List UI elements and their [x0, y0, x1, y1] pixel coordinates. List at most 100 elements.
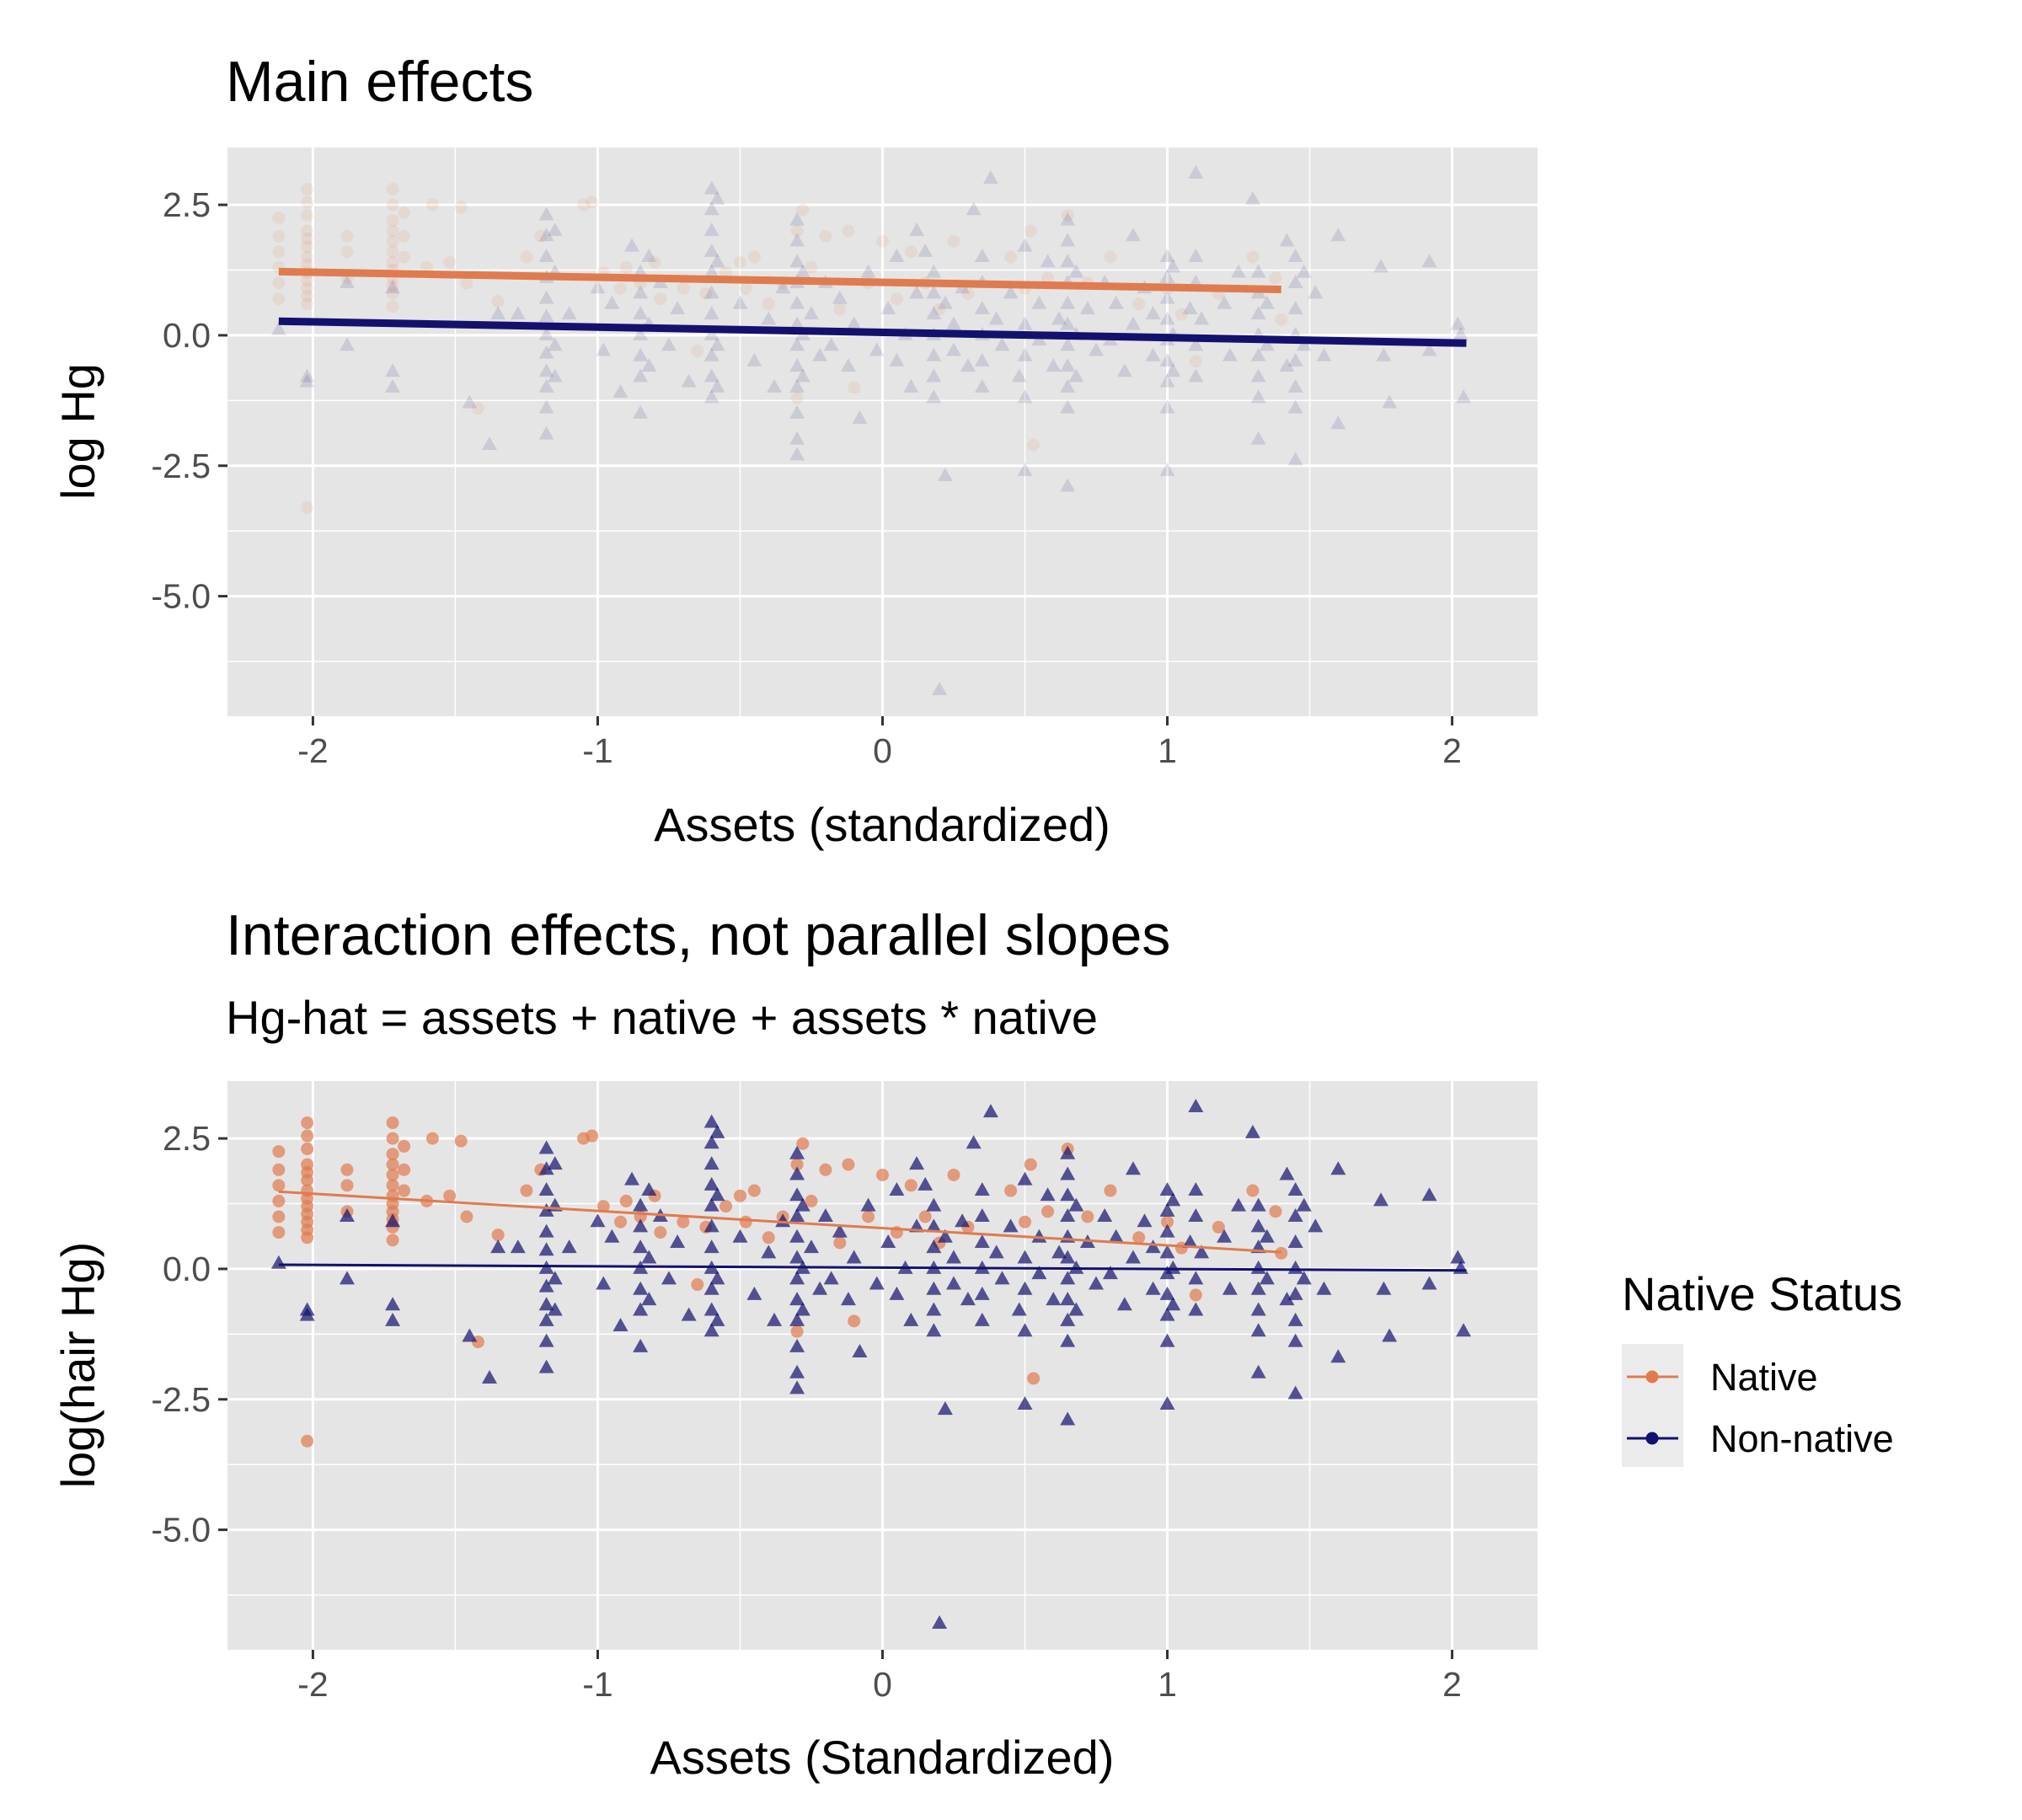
non-native-point	[538, 326, 554, 340]
non-native-point	[1097, 1208, 1113, 1223]
non-native-point	[1421, 254, 1437, 268]
legend: Native Status Native Non-native	[1622, 1267, 1902, 1467]
non-native-point	[385, 1213, 401, 1228]
native-point	[691, 1278, 704, 1292]
non-native-point	[1060, 1312, 1076, 1326]
native-point	[386, 224, 399, 238]
native-point	[805, 1194, 818, 1207]
non-native-point	[703, 326, 719, 340]
native-point	[386, 279, 399, 292]
non-native-point	[761, 311, 777, 325]
non-native-point	[926, 264, 942, 278]
panel-title: Main effects	[226, 50, 533, 114]
non-native-point	[974, 1208, 990, 1223]
non-native-point	[789, 358, 805, 372]
legend-key-background	[1622, 1344, 1683, 1467]
native-point	[876, 1168, 889, 1181]
non-native-point	[703, 389, 719, 404]
non-native-point	[1296, 1271, 1312, 1285]
native-point	[1041, 1205, 1055, 1218]
non-native-point	[538, 426, 554, 440]
non-native-point	[1287, 399, 1303, 414]
non-native-point	[596, 342, 612, 356]
non-native-point	[767, 1312, 783, 1326]
non-native-point	[860, 1197, 876, 1212]
non-native-point	[590, 1213, 606, 1228]
non-native-point	[703, 1156, 719, 1170]
non-native-point	[1244, 1124, 1260, 1138]
non-native-point	[789, 295, 805, 309]
native-point	[691, 345, 704, 358]
non-native-point	[633, 1239, 649, 1254]
non-native-point	[299, 373, 315, 388]
non-native-point	[270, 321, 286, 335]
non-native-point	[1159, 1182, 1175, 1196]
x-tick-label: -2	[297, 1665, 328, 1704]
non-native-point	[703, 368, 719, 383]
non-native-point	[840, 1292, 856, 1306]
native-point	[425, 198, 439, 211]
non-native-point	[794, 1197, 810, 1212]
non-native-point	[641, 358, 657, 372]
non-native-point	[1159, 352, 1175, 367]
non-native-point	[1231, 264, 1247, 278]
non-native-point	[794, 1302, 810, 1316]
non-native-point	[703, 180, 719, 195]
native-point	[842, 1158, 855, 1171]
non-native-point	[633, 1281, 649, 1295]
non-native-point	[561, 306, 577, 320]
non-native-point	[670, 300, 686, 314]
non-native-point	[703, 264, 719, 278]
legend-label-native: Native	[1710, 1356, 1818, 1399]
non-native-point	[1011, 1302, 1027, 1316]
native-point	[386, 1132, 399, 1145]
native-point	[848, 1314, 861, 1328]
non-native-point	[590, 280, 606, 294]
non-native-point	[926, 1218, 942, 1233]
y-tick-label: -5.0	[151, 1511, 211, 1550]
native-fit-line	[278, 1190, 1281, 1254]
non-native-point	[709, 1187, 725, 1202]
y-tick-label: 2.5	[163, 1119, 211, 1158]
non-native-point	[789, 1250, 805, 1264]
non-native-point	[926, 368, 942, 383]
non-native-point	[789, 211, 805, 226]
native-point	[1004, 250, 1018, 264]
non-native-point	[299, 368, 315, 383]
non-native-point	[1456, 1323, 1472, 1337]
native-point	[386, 198, 399, 211]
native-point	[596, 1200, 610, 1213]
native-point	[1269, 271, 1282, 285]
non-native-point	[633, 1302, 649, 1316]
non-native-point	[604, 1228, 620, 1243]
native-point	[301, 240, 314, 254]
non-native-point	[1108, 295, 1124, 309]
non-native-point	[1060, 1292, 1076, 1306]
non-native-point	[1159, 399, 1175, 414]
non-native-point	[385, 378, 401, 393]
non-native-point	[1125, 1161, 1141, 1175]
native-point	[272, 1226, 286, 1239]
non-native-point	[385, 1312, 401, 1326]
non-native-point	[1003, 1218, 1019, 1233]
non-native-point	[703, 1114, 719, 1128]
non-native-point	[823, 1271, 839, 1285]
fit-lines	[278, 1190, 1467, 1272]
native-point	[425, 1132, 439, 1145]
native-point	[272, 1145, 286, 1159]
non-native-point	[1188, 337, 1204, 351]
native-point	[301, 297, 314, 311]
non-native-point	[462, 1328, 478, 1342]
non-native-point	[538, 1223, 554, 1238]
non-native-point	[889, 1286, 905, 1300]
native-point	[272, 245, 286, 259]
non-native-point	[1188, 368, 1204, 383]
non-native-point	[661, 337, 677, 351]
native-point	[1061, 209, 1074, 222]
non-native-point	[1017, 1323, 1033, 1337]
non-native-point	[633, 326, 649, 340]
non-native-point	[1159, 1286, 1175, 1300]
non-native-point	[1287, 1182, 1303, 1196]
non-native-point	[767, 378, 783, 393]
non-native-point	[1017, 462, 1033, 476]
